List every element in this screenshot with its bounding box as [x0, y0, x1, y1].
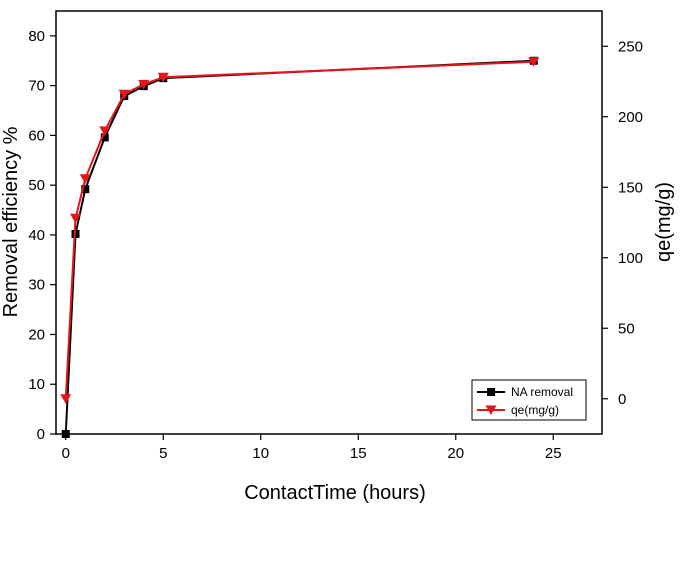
- y-tick-label: 50: [28, 177, 45, 194]
- series-1: [61, 56, 538, 438]
- data-point: [60, 394, 72, 404]
- y2-tick-label: 150: [618, 179, 643, 196]
- series-line: [64, 60, 534, 399]
- data-point: [81, 185, 90, 194]
- x-tick-label: 15: [350, 445, 367, 462]
- y2-tick-label: 100: [618, 250, 643, 267]
- y-tick-label: 30: [28, 277, 45, 294]
- y-tick-label: 40: [28, 227, 45, 244]
- y2-axis-ticks: 0 50 100 150 200 250: [602, 38, 643, 408]
- data-point: [99, 126, 111, 136]
- data-point: [70, 213, 81, 224]
- series-line: [64, 59, 534, 435]
- y-tick-label: 20: [28, 326, 45, 343]
- x-tick-label: 25: [545, 445, 562, 462]
- data-point: [100, 133, 109, 142]
- series-layer: [60, 56, 540, 438]
- x-tick-label: 0: [62, 445, 70, 462]
- legend-marker: [485, 405, 497, 415]
- data-point: [138, 79, 150, 90]
- y-axis-ticks: 0 10 20 30 40 50 60 70 80: [28, 28, 56, 443]
- series-2: [60, 57, 540, 404]
- plot-frame: [55, 10, 603, 435]
- y2-axis-title: qe(mg/g): [653, 182, 675, 262]
- y2-tick-label: 200: [618, 109, 643, 126]
- x-tick-label: 20: [447, 445, 464, 462]
- x-axis-ticks: 0 5 10 15 20 25: [62, 434, 562, 462]
- data-point: [157, 72, 169, 83]
- legend-label: NA removal: [511, 385, 573, 399]
- data-point: [528, 57, 540, 67]
- y-tick-label: 60: [28, 127, 45, 144]
- x-axis-title: ContactTime (hours): [244, 482, 426, 504]
- x-tick-label: 5: [159, 445, 167, 462]
- y-tick-label: 70: [28, 78, 45, 95]
- y-tick-label: 10: [28, 376, 45, 393]
- data-point: [79, 174, 91, 184]
- x-tick-label: 10: [252, 445, 269, 462]
- y-tick-label: 0: [37, 426, 45, 443]
- legend-marker: [487, 388, 495, 396]
- y-tick-label: 80: [28, 28, 45, 45]
- y2-tick-label: 50: [618, 320, 635, 337]
- y-axis-title: Removal efficiency %: [0, 126, 22, 317]
- data-point: [118, 89, 130, 100]
- y2-tick-label: 0: [618, 391, 626, 408]
- legend-label: qe(mg/g): [511, 403, 559, 417]
- data-point: [61, 430, 70, 438]
- y2-tick-label: 250: [618, 38, 643, 55]
- legend-items: NA removal qe(mg/g): [477, 385, 573, 417]
- legend: NA removal qe(mg/g): [471, 379, 587, 421]
